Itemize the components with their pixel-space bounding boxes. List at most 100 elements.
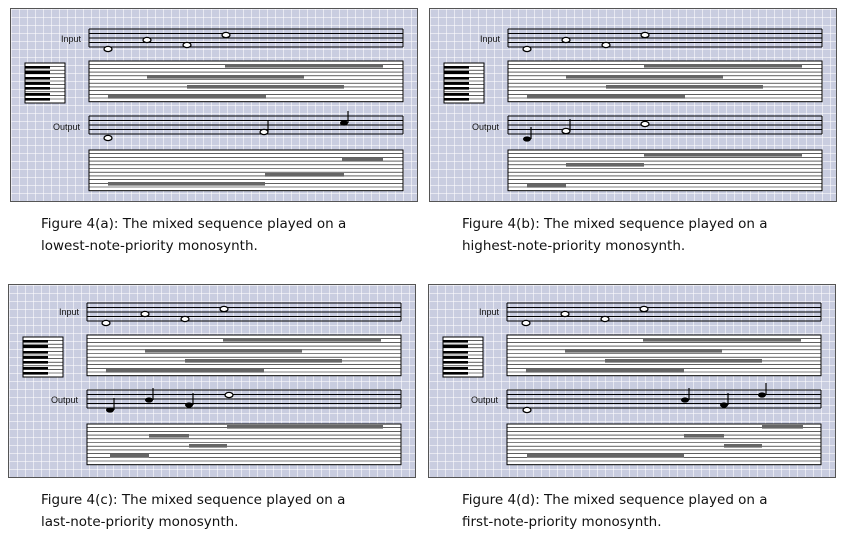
keyboard-black-key (444, 82, 469, 85)
whole-note (521, 319, 531, 327)
whole-note (600, 315, 610, 323)
input-note-bar (223, 338, 381, 342)
piano-roll-box (86, 334, 402, 377)
keyboard-black-key (444, 66, 469, 69)
input-note-bar (566, 75, 723, 79)
whole-note (140, 310, 150, 318)
input-note-bar (643, 338, 801, 342)
quarter-note-head (340, 120, 348, 126)
keyboard-black-key (23, 340, 48, 343)
output-note-bar (108, 182, 265, 186)
keyboard-black-key (443, 367, 468, 370)
input-label: Input (479, 307, 500, 317)
caption-line: Figure 4(c): The mixed sequence played o… (41, 492, 346, 508)
piano-roll-box (506, 423, 822, 466)
keyboard-black-key (25, 66, 50, 69)
keyboard-black-key (443, 372, 468, 375)
caption-line: highest-note-priority monosynth. (462, 238, 686, 254)
input-note-bar (108, 95, 266, 99)
whole-note (221, 31, 231, 39)
piano-roll-diagram-b (443, 28, 823, 192)
output-note-bar (684, 434, 724, 438)
keyboard-black-key (25, 98, 50, 101)
keyboard-black-key (444, 71, 469, 74)
input-note-bar (606, 85, 763, 89)
input-note-bar (644, 64, 802, 68)
output-note-bar (265, 173, 344, 177)
figure-caption-b: Figure 4(b): The mixed sequence played o… (462, 213, 846, 257)
output-note-bar (762, 425, 803, 429)
caption-line: Figure 4(b): The mixed sequence played o… (462, 216, 768, 232)
figure-panel-b: Input Output (429, 8, 837, 202)
whole-note (101, 319, 111, 327)
input-note-bar (526, 369, 684, 373)
keyboard-black-key (443, 351, 468, 354)
piano-roll-diagram-a (24, 28, 404, 192)
whole-note (103, 45, 113, 53)
input-label: Input (61, 34, 82, 44)
quarter-note-head (720, 402, 728, 408)
piano-roll-box (507, 60, 823, 103)
output-note-bar (566, 163, 644, 167)
figure-caption-d: Figure 4(d): The mixed sequence played o… (462, 489, 846, 533)
piano-roll-box (88, 60, 404, 103)
piano-roll-diagram-c (22, 302, 402, 466)
keyboard-black-key (23, 361, 48, 364)
keyboard-black-key (443, 356, 468, 359)
whole-note (522, 45, 532, 53)
input-note-bar (565, 349, 722, 353)
keyboard-black-key (25, 77, 50, 80)
figure-panel-a: Input Output (10, 8, 418, 202)
whole-note (224, 391, 234, 399)
quarter-note-head (106, 407, 114, 413)
keyboard-black-key (444, 98, 469, 101)
figure-panel-d: Input Output (428, 284, 836, 478)
input-note-bar (147, 75, 304, 79)
quarter-note-head (681, 397, 689, 403)
keyboard-black-key (25, 82, 50, 85)
caption-line: lowest-note-priority monosynth. (41, 238, 258, 254)
input-label: Input (480, 34, 501, 44)
input-note-bar (605, 359, 762, 363)
keyboard-black-key (23, 372, 48, 375)
piano-roll-box (86, 423, 402, 466)
keyboard-black-key (25, 71, 50, 74)
caption-line: first-note-priority monosynth. (462, 514, 662, 530)
piano-roll-diagram-d (442, 302, 822, 466)
input-note-bar (106, 369, 264, 373)
input-note-bar (187, 85, 344, 89)
whole-note (640, 120, 650, 128)
output-note-bar (110, 454, 149, 458)
figure-caption-c: Figure 4(c): The mixed sequence played o… (41, 489, 441, 533)
whole-note (103, 134, 113, 142)
quarter-note-head (145, 397, 153, 403)
whole-note (561, 36, 571, 44)
input-note-bar (185, 359, 342, 363)
whole-note (640, 31, 650, 39)
output-note-bar (527, 454, 684, 458)
output-label: Output (471, 395, 499, 405)
output-note-bar (644, 153, 802, 157)
keyboard-black-key (443, 361, 468, 364)
piano-roll-box (507, 149, 823, 192)
output-note-bar (527, 184, 566, 188)
quarter-note-head (758, 392, 766, 398)
input-label: Input (59, 307, 80, 317)
half-note-head (259, 128, 269, 136)
keyboard-black-key (443, 345, 468, 348)
keyboard-black-key (23, 351, 48, 354)
keyboard-black-key (25, 87, 50, 90)
whole-note (180, 315, 190, 323)
keyboard-black-key (25, 93, 50, 96)
caption-line: Figure 4(d): The mixed sequence played o… (462, 492, 768, 508)
whole-note (560, 310, 570, 318)
keyboard-black-key (23, 356, 48, 359)
output-note-bar (189, 444, 227, 448)
whole-note (142, 36, 152, 44)
whole-note (182, 41, 192, 49)
whole-note (522, 406, 532, 414)
keyboard-black-key (444, 87, 469, 90)
keyboard-black-key (23, 367, 48, 370)
input-note-bar (145, 349, 302, 353)
figure-caption-a: Figure 4(a): The mixed sequence played o… (41, 213, 441, 257)
